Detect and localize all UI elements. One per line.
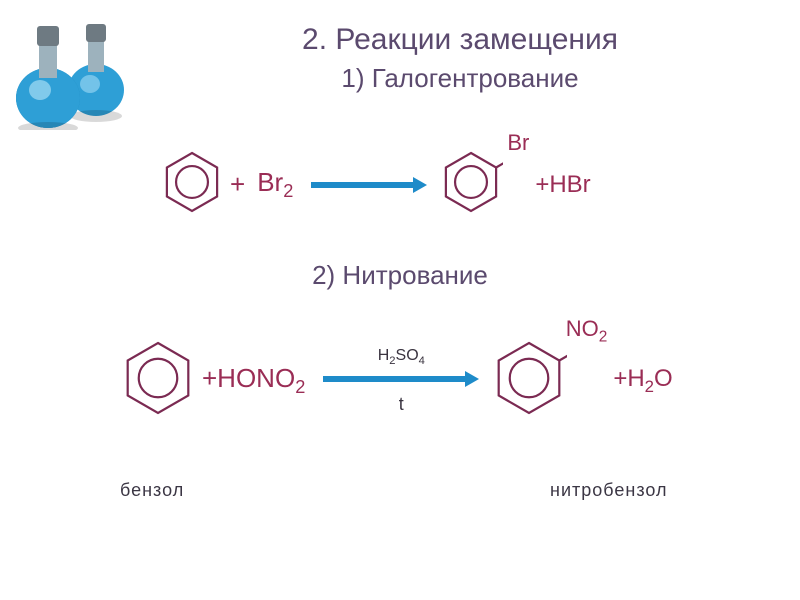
subtitle-nitration: 2) Нитрование (0, 260, 800, 291)
reagent-hono2: +HONO2 (202, 363, 305, 398)
benzene-ring-2 (120, 340, 196, 421)
title-block: 2. Реакции замещения 1) Галогентрование (160, 20, 760, 96)
reaction-arrow-1 (309, 176, 429, 194)
product-h2o: +H2O (613, 365, 672, 397)
bromobenzene-ring: Br (439, 150, 503, 219)
nitrobenzene-ring: NO2 (491, 340, 567, 421)
substituent-no2: NO2 (566, 316, 608, 346)
benzene-ring-1 (160, 150, 224, 219)
label-benzene: бензол (120, 480, 290, 501)
bottom-labels: бензол нитробензол (120, 480, 720, 501)
reaction-arrow-2: H2SO4 t (321, 348, 481, 412)
plus-symbol: + (230, 169, 245, 200)
temperature-label: t (399, 395, 404, 413)
reagent-br2: Br2 (257, 167, 293, 202)
title-line2: 1) Галогентрование (160, 61, 760, 96)
substituent-br: Br (507, 130, 529, 156)
label-nitrobenzene: нитробензол (550, 480, 668, 501)
reaction-halogenation: + Br2 Br +HBr (160, 150, 597, 219)
title-line1: 2. Реакции замещения (160, 20, 760, 61)
flask-icon (10, 10, 140, 135)
catalyst-label: H2SO4 (378, 348, 425, 367)
reaction-nitration: +HONO2 H2SO4 t NO2 +H2O (120, 340, 679, 421)
product-hbr: +HBr (535, 171, 590, 199)
